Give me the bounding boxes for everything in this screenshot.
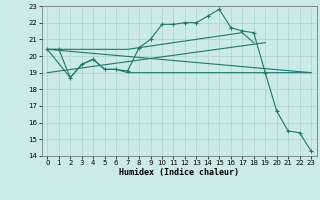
X-axis label: Humidex (Indice chaleur): Humidex (Indice chaleur) (119, 168, 239, 177)
